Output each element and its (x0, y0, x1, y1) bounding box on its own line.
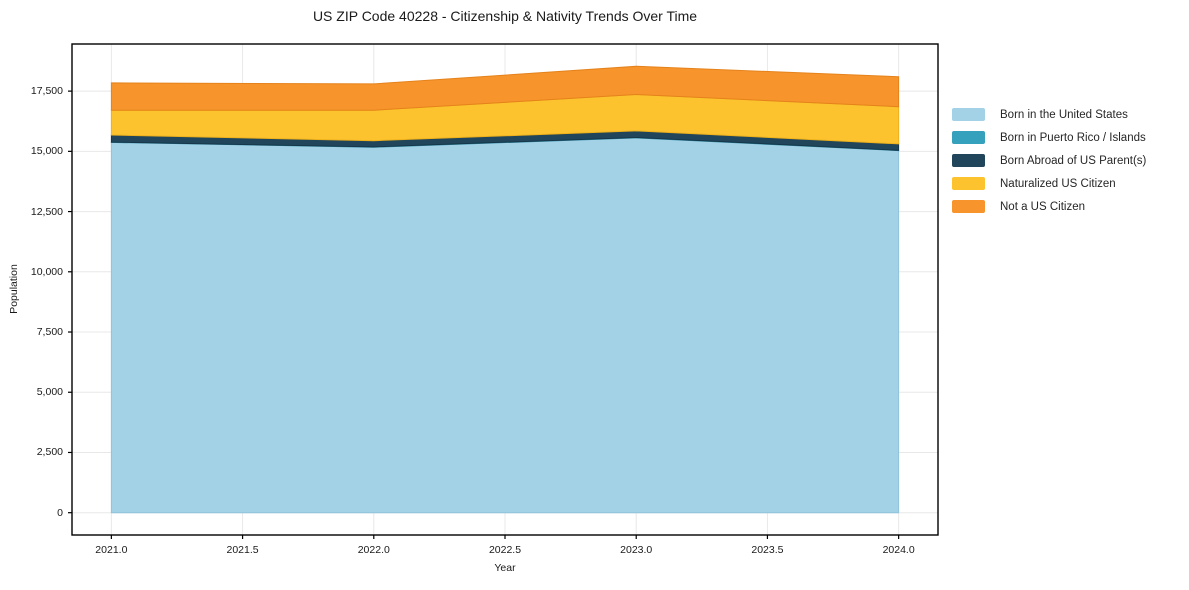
legend-item: Naturalized US Citizen (952, 172, 1146, 195)
x-tick-label: 2021.0 (95, 544, 128, 556)
legend: Born in the United States Born in Puerto … (952, 103, 1146, 218)
legend-swatch-naturalized-us-citizen (952, 177, 985, 191)
chart-title: US ZIP Code 40228 - Citizenship & Nativi… (312, 8, 698, 24)
x-tick-label: 2023.5 (751, 544, 784, 556)
legend-label: Not a US Citizen (1000, 200, 1086, 213)
y-tick-label: 0 (57, 506, 63, 519)
y-tick-label: 10,000 (30, 265, 63, 278)
area-not-a-us-citizen (110, 65, 900, 111)
plot-border (71, 43, 939, 536)
x-tick-label: 2022.5 (488, 544, 522, 556)
y-tick-label: 2,500 (36, 446, 63, 459)
legend-item: Born in Puerto Rico / Islands (952, 126, 1146, 149)
x-tick-label: 2024.0 (882, 544, 915, 556)
x-tick-label: 2023.0 (620, 544, 653, 556)
legend-item: Born Abroad of US Parent(s) (952, 149, 1146, 172)
legend-item: Born in the United States (952, 103, 1146, 126)
x-axis-label: Year (494, 562, 516, 574)
y-tick-label: 5,000 (36, 386, 63, 399)
x-tick-label: 2021.5 (226, 544, 259, 556)
legend-swatch-born-in-the-united-states (952, 108, 985, 122)
y-tick-label: 17,500 (30, 85, 63, 98)
y-tick-label: 15,000 (30, 145, 63, 158)
legend-swatch-born-in-puerto-rico-islands (952, 131, 985, 145)
legend-item: Not a US Citizen (952, 195, 1146, 218)
y-axis-label: Population (8, 264, 20, 314)
legend-swatch-not-a-us-citizen (952, 200, 985, 214)
area-born-in-the-united-states (110, 137, 900, 514)
legend-label: Born in the United States (1000, 108, 1128, 121)
legend-swatch-born-abroad-of-us-parent-s (952, 154, 985, 168)
legend-label: Born in Puerto Rico / Islands (1000, 131, 1146, 144)
y-tick-label: 7,500 (36, 326, 63, 339)
legend-label: Naturalized US Citizen (1000, 177, 1116, 190)
x-tick-label: 2022.0 (357, 544, 390, 556)
legend-label: Born Abroad of US Parent(s) (1000, 154, 1147, 167)
y-tick-label: 12,500 (30, 205, 63, 218)
